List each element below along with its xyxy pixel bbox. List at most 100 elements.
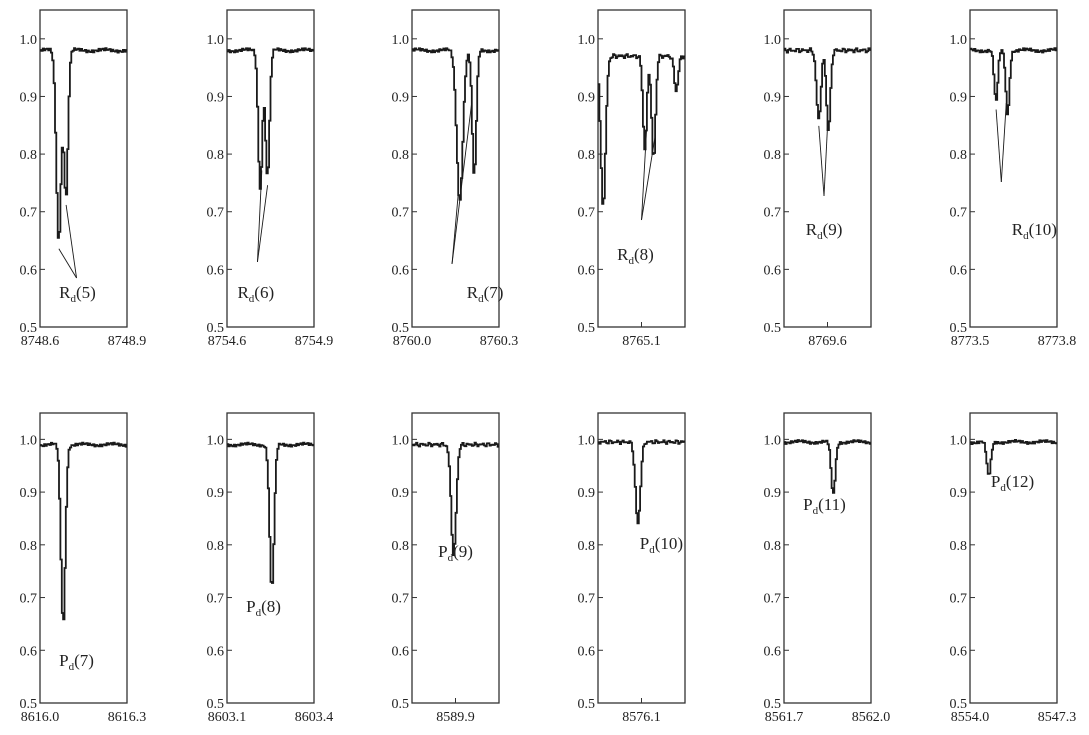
line-label: Rd(10) [1012,220,1057,242]
spectrum-series-line [970,439,1057,475]
line-label: Pd(11) [803,495,846,517]
y-tick-label: 0.5 [764,321,782,336]
x-tick-label: 8769.6 [808,334,847,349]
line-label: Rd(9) [806,220,843,242]
y-tick-label: 1.0 [578,433,596,448]
line-label-number: (10) [655,534,683,553]
line-label-subscript: d [69,661,75,673]
line-label-branch: P [59,651,68,670]
plot-frame [226,412,315,704]
line-label-subscript: d [813,505,819,517]
chart-panel-11: 0.5 0.6 0.7 0.8 0.9 1.0 8561.7 8562.0 Pd(11) [764,412,891,725]
y-tick-label: 0.7 [764,592,782,607]
line-label-subscript: d [817,230,823,242]
x-tick-label: 8773.8 [1038,334,1077,349]
line-label-number: (6) [254,283,274,302]
y-tick-label: 0.9 [207,90,225,105]
x-tick-label: 8773.5 [951,334,990,349]
y-tick-label: 0.8 [20,539,38,554]
line-label: Rd(7) [467,283,504,305]
y-tick-label: 1.0 [20,33,38,48]
y-tick-label: 0.5 [207,697,225,712]
spectrum-series-line [598,53,685,205]
line-label-branch: R [617,245,629,264]
line-label: Rd(8) [617,245,654,267]
x-tick-label: 8616.0 [21,710,60,725]
line-label-branch: P [803,495,812,514]
plot-frame [969,412,1058,704]
line-label-number: (9) [823,220,843,239]
y-tick-label: 0.9 [764,486,782,501]
y-tick-label: 0.6 [950,644,968,659]
y-tick-label: 0.9 [20,90,38,105]
spectrum-series-line [784,47,871,131]
line-label-branch: P [991,472,1000,491]
line-label-subscript: d [628,255,634,267]
y-tick-label: 0.5 [764,697,782,712]
y-tick-label: 0.5 [392,321,410,336]
x-tick-label: 8748.9 [108,334,147,349]
line-label-number: (8) [261,597,281,616]
y-tick-label: 0.6 [20,263,38,278]
line-label-branch: P [438,542,447,561]
y-tick-label: 0.6 [764,644,782,659]
spectrum-series-line [598,439,685,525]
x-tick-label: 8754.6 [208,334,247,349]
line-label-subscript: d [448,552,454,564]
y-tick-label: 0.7 [578,592,596,607]
spectrum-series-line [40,441,127,621]
line-label-number: (7) [74,651,94,670]
y-tick-label: 1.0 [578,33,596,48]
chart-panel-6: 0.5 0.6 0.7 0.8 0.9 1.0 8773.5 8773.8 Rd(10) [950,9,1077,349]
x-tick-label: 8603.1 [208,710,247,725]
y-tick-label: 0.7 [207,592,225,607]
y-tick-label: 0.9 [207,486,225,501]
y-tick-label: 1.0 [207,433,225,448]
y-tick-label: 0.6 [207,644,225,659]
x-tick-label: 8765.1 [622,334,661,349]
plot-frame [39,9,128,328]
x-tick-label: 8554.0 [951,710,990,725]
component-pointer-line [823,126,828,197]
x-tick-label: 8760.0 [393,334,432,349]
y-tick-label: 0.8 [20,148,38,163]
y-tick-label: 0.9 [20,486,38,501]
plot-frame [969,9,1058,328]
component-pointer-line [58,248,77,279]
chart-panel-2: 0.5 0.6 0.7 0.8 0.9 1.0 8754.6 8754.9 Rd(6) [207,9,334,349]
line-label: Rd(6) [237,283,274,305]
x-tick-label: 8562.0 [852,710,891,725]
y-tick-label: 0.8 [392,148,410,163]
y-tick-label: 0.5 [207,321,225,336]
line-label-branch: P [246,597,255,616]
line-label-number: (10) [1029,220,1057,239]
y-tick-label: 1.0 [392,433,410,448]
y-tick-label: 0.5 [578,321,596,336]
line-label: Rd(5) [59,283,96,305]
spectrum-series-line [970,47,1057,116]
y-tick-label: 0.9 [950,486,968,501]
y-tick-label: 0.8 [950,148,968,163]
y-tick-label: 0.9 [392,486,410,501]
spectrum-series-line [40,47,127,239]
line-label-number: (9) [453,542,473,561]
y-tick-label: 0.7 [950,206,968,221]
y-tick-label: 0.8 [578,148,596,163]
plot-frame [226,9,315,328]
component-pointer-line [641,134,656,221]
line-label-branch: R [806,220,818,239]
line-label-number: (7) [484,283,504,302]
y-tick-label: 0.5 [392,697,410,712]
chart-panel-3: 0.5 0.6 0.7 0.8 0.9 1.0 8760.0 8760.3 Rd(7) [392,9,518,349]
chart-panel-9: 0.5 0.6 0.7 0.8 0.9 1.0 8589.9 Pd(9) [392,412,500,725]
y-tick-label: 1.0 [950,433,968,448]
y-tick-label: 0.8 [207,539,225,554]
component-pointer-line [65,204,77,279]
spectrum-series-line [227,47,314,190]
x-tick-label: 8754.9 [295,334,334,349]
line-label-subscript: d [649,544,655,556]
plot-frame [411,9,500,328]
line-label: Pd(12) [991,472,1034,494]
y-tick-label: 0.7 [20,592,38,607]
